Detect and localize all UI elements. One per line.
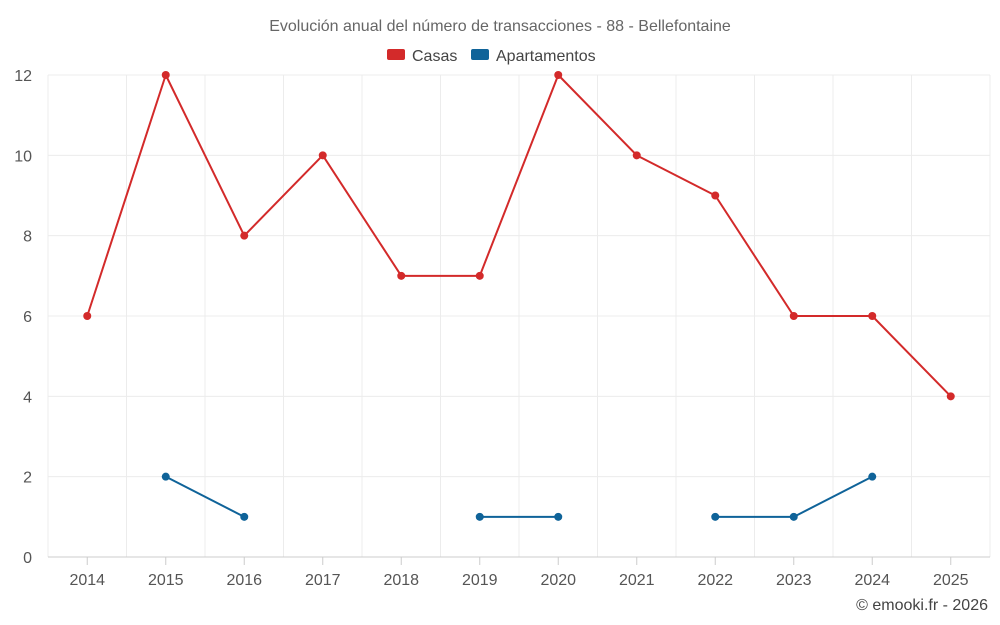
- legend-label-casas: Casas: [412, 48, 457, 65]
- y-tick-label: 6: [23, 309, 32, 326]
- legend: Casas Apartamentos: [387, 48, 596, 65]
- chart-title: Evolución anual del número de transaccio…: [269, 18, 731, 35]
- data-point-casas[interactable]: [711, 191, 720, 200]
- y-tick-label: 2: [23, 470, 32, 487]
- series-apartamentos: [161, 472, 877, 521]
- legend-item-apartamentos[interactable]: Apartamentos: [471, 48, 596, 65]
- x-tick-label: 2015: [148, 572, 184, 589]
- data-point-apartamentos[interactable]: [240, 512, 249, 521]
- x-tick-label: 2020: [540, 572, 576, 589]
- grid: [47, 74, 991, 557]
- y-tick-label: 0: [23, 550, 32, 567]
- legend-label-apartamentos: Apartamentos: [496, 48, 596, 65]
- x-axis: 2014 2015 2016 2017 2018 2019 2020 2021 2022 2023…: [48, 556, 990, 589]
- x-tick-label: 2025: [933, 572, 969, 589]
- x-tick-label: 2016: [226, 572, 262, 589]
- credit-text: © emooki.fr - 2026: [856, 597, 988, 614]
- data-point-casas[interactable]: [240, 231, 249, 240]
- y-tick-label: 12: [14, 68, 32, 85]
- series-line-apartamentos: [164, 475, 246, 518]
- data-point-casas[interactable]: [868, 312, 877, 320]
- legend-item-casas[interactable]: Casas: [387, 48, 457, 65]
- data-point-casas[interactable]: [318, 151, 327, 160]
- data-point-casas[interactable]: [632, 151, 641, 160]
- legend-swatch-apartamentos: [471, 49, 489, 60]
- data-point-casas[interactable]: [946, 392, 955, 401]
- data-point-casas[interactable]: [161, 71, 170, 79]
- data-point-casas[interactable]: [397, 271, 406, 280]
- x-tick-label: 2019: [462, 572, 498, 589]
- data-point-apartamentos[interactable]: [868, 472, 877, 481]
- x-tick-label: 2018: [383, 572, 419, 589]
- y-tick-label: 10: [14, 148, 32, 165]
- x-tick-label: 2024: [854, 572, 890, 589]
- data-point-apartamentos[interactable]: [554, 512, 563, 521]
- series-casas: [83, 71, 955, 401]
- x-tick-label: 2023: [776, 572, 812, 589]
- y-axis: 0 2 4 6 8 10 12: [14, 68, 32, 567]
- series-line-apartamentos: [714, 475, 874, 518]
- data-point-apartamentos[interactable]: [711, 512, 720, 521]
- data-point-apartamentos[interactable]: [161, 472, 170, 481]
- x-tick-label: 2021: [619, 572, 655, 589]
- x-tick-label: 2017: [305, 572, 341, 589]
- data-point-apartamentos[interactable]: [789, 512, 798, 521]
- data-point-casas[interactable]: [554, 71, 563, 79]
- legend-swatch-casas: [387, 49, 405, 60]
- y-tick-label: 8: [23, 229, 32, 246]
- x-tick-label: 2022: [697, 572, 733, 589]
- x-tick-label: 2014: [69, 572, 105, 589]
- data-point-casas[interactable]: [475, 271, 484, 280]
- data-point-apartamentos[interactable]: [475, 512, 484, 521]
- series-line-casas: [86, 74, 952, 398]
- data-point-casas[interactable]: [789, 312, 798, 320]
- data-point-casas[interactable]: [83, 312, 92, 320]
- y-tick-label: 4: [23, 389, 32, 406]
- series: [83, 71, 955, 521]
